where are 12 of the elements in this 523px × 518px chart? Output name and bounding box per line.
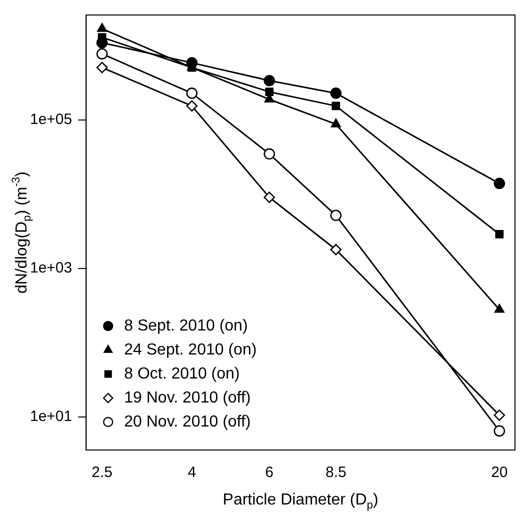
x-tick-label: 2.5 bbox=[92, 464, 112, 482]
x-tick-label: 20 bbox=[491, 464, 508, 482]
legend-label: 8 Oct. 2010 (on) bbox=[124, 365, 240, 382]
legend-label: 19 Nov. 2010 (off) bbox=[124, 389, 251, 406]
legend-label: 8 Sept. 2010 (on) bbox=[124, 317, 248, 334]
y-tick-label: 1e+01 bbox=[30, 408, 72, 426]
x-tick-label: 4 bbox=[188, 464, 196, 482]
x-tick-label: 6 bbox=[265, 464, 274, 482]
legend-label: 20 Nov. 2010 (off) bbox=[124, 413, 251, 430]
x-tick-label: 8.5 bbox=[325, 464, 346, 482]
legend-label: 24 Sept. 2010 (on) bbox=[124, 341, 257, 358]
y-tick-label: 1e+05 bbox=[30, 111, 72, 128]
